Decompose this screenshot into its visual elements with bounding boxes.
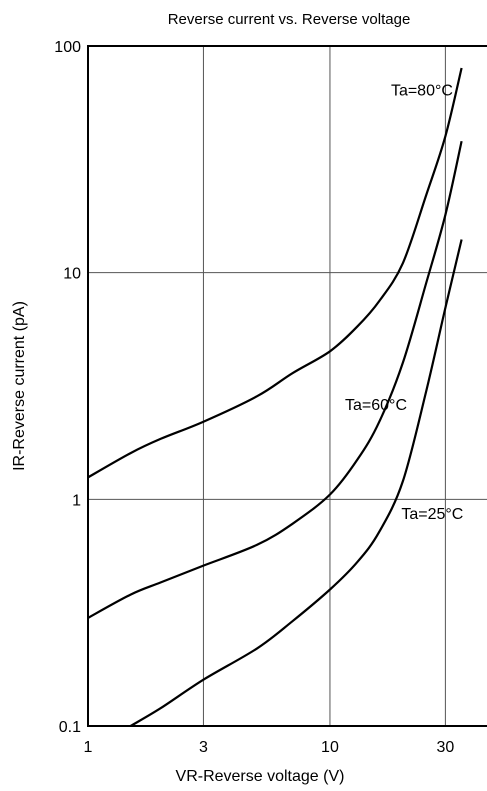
label-ta-80: Ta=80°C xyxy=(391,82,453,99)
grid xyxy=(88,46,487,726)
x-tick-label: 3 xyxy=(199,739,208,756)
annotations: Ta=80°C Ta=60°C Ta=25°C xyxy=(345,82,463,522)
y-axis-label: IR-Reverse current (pA) xyxy=(11,301,28,471)
label-ta-25: Ta=25°C xyxy=(401,506,463,523)
y-tick-label: 0.1 xyxy=(59,719,81,736)
y-tick-label: 1 xyxy=(72,492,81,509)
x-axis-label: VR-Reverse voltage (V) xyxy=(176,768,345,785)
x-tick-label: 10 xyxy=(321,739,339,756)
y-tick-label: 100 xyxy=(54,39,81,56)
y-tick-label: 10 xyxy=(63,266,81,283)
plot-frame xyxy=(87,45,487,727)
label-ta-60: Ta=60°C xyxy=(345,397,407,414)
series-ta-80-curve xyxy=(87,67,463,479)
series-ta-25-curve xyxy=(130,239,463,727)
curves xyxy=(87,67,463,727)
x-tick-label: 30 xyxy=(436,739,454,756)
series-ta-60-curve xyxy=(87,140,463,619)
chart-title: Reverse current vs. Reverse voltage xyxy=(168,11,411,28)
x-tick-label: 1 xyxy=(84,739,93,756)
